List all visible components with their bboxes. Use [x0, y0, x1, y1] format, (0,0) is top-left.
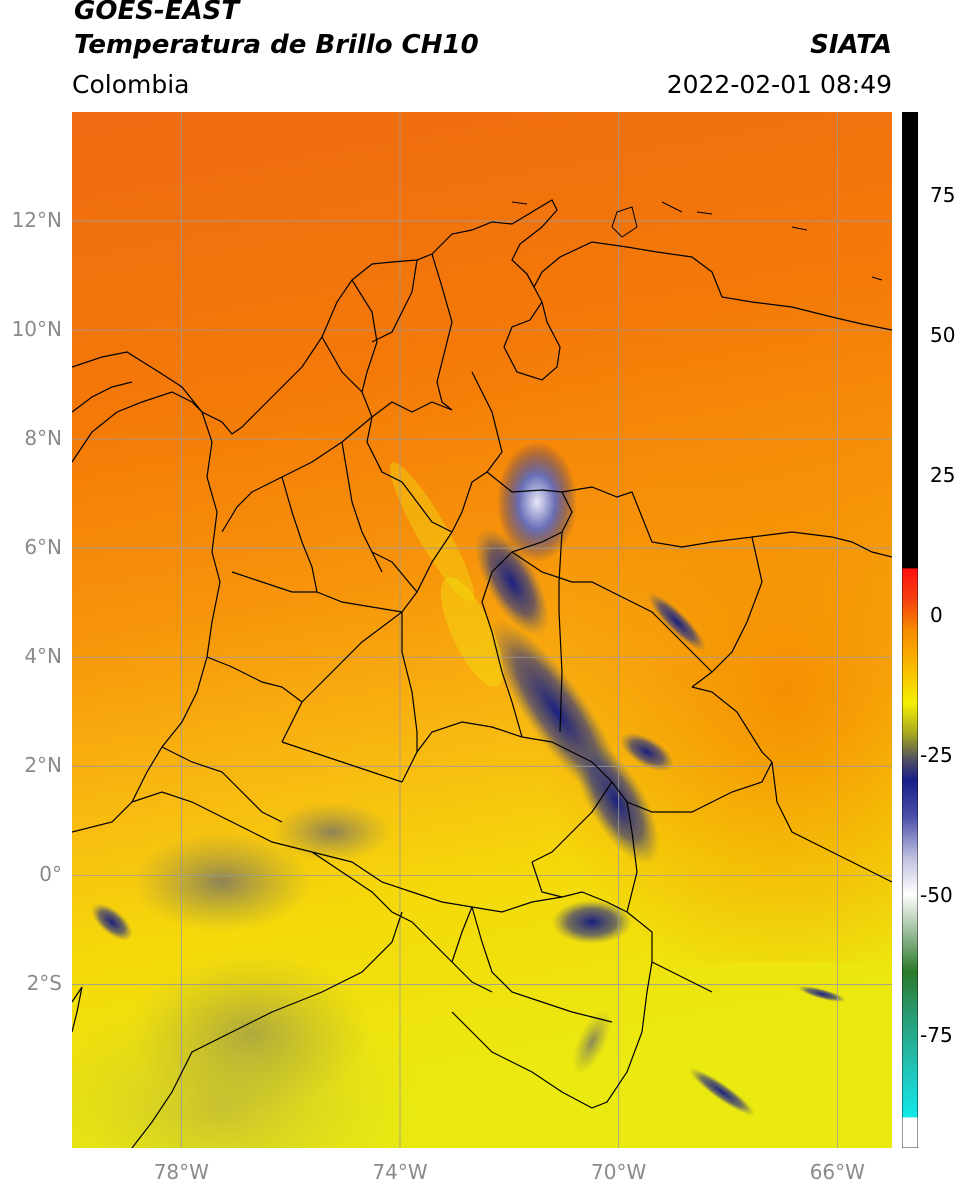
lon-tick-label: 70°W	[591, 1160, 647, 1184]
lon-tick-label: 74°W	[372, 1160, 428, 1184]
lon-tick-label: 66°W	[809, 1160, 865, 1184]
lat-tick-label: 4°N	[24, 644, 62, 669]
colorbar-tick-label: -25	[920, 743, 953, 767]
colorbar-tick-label: 50	[930, 323, 956, 347]
colorbar	[902, 112, 918, 1148]
brightness-temperature-map	[72, 112, 892, 1148]
lat-tick-label: 0°	[39, 862, 62, 887]
map-area	[72, 112, 892, 1148]
graticule	[72, 112, 892, 1148]
lat-tick-label: 12°N	[11, 208, 62, 233]
region-label: Colombia	[72, 70, 190, 99]
islands	[511, 201, 883, 281]
lat-tick-label: 6°N	[24, 535, 62, 560]
timestamp-label: 2022-02-01 08:49	[666, 70, 892, 99]
colorbar-tick-label: -75	[920, 1023, 953, 1047]
colorbar-tick-label: 75	[930, 183, 956, 207]
cloud-bands	[91, 442, 847, 1116]
lat-tick-label: 2°S	[26, 971, 62, 996]
product-title: GOES-EAST	[74, 0, 240, 26]
colorbar-tick-label: 25	[930, 463, 956, 487]
channel-title: Temperatura de Brillo CH10	[74, 30, 479, 60]
boundaries	[72, 199, 892, 1148]
lat-tick-label: 2°N	[24, 753, 62, 778]
lon-tick-label: 78°W	[153, 1160, 209, 1184]
colorbar-tick-label: 0	[930, 603, 943, 627]
lat-tick-label: 10°N	[11, 317, 62, 342]
source-label: SIATA	[810, 30, 892, 60]
colorbar-tick-label: -50	[920, 883, 953, 907]
lat-tick-label: 8°N	[24, 426, 62, 451]
